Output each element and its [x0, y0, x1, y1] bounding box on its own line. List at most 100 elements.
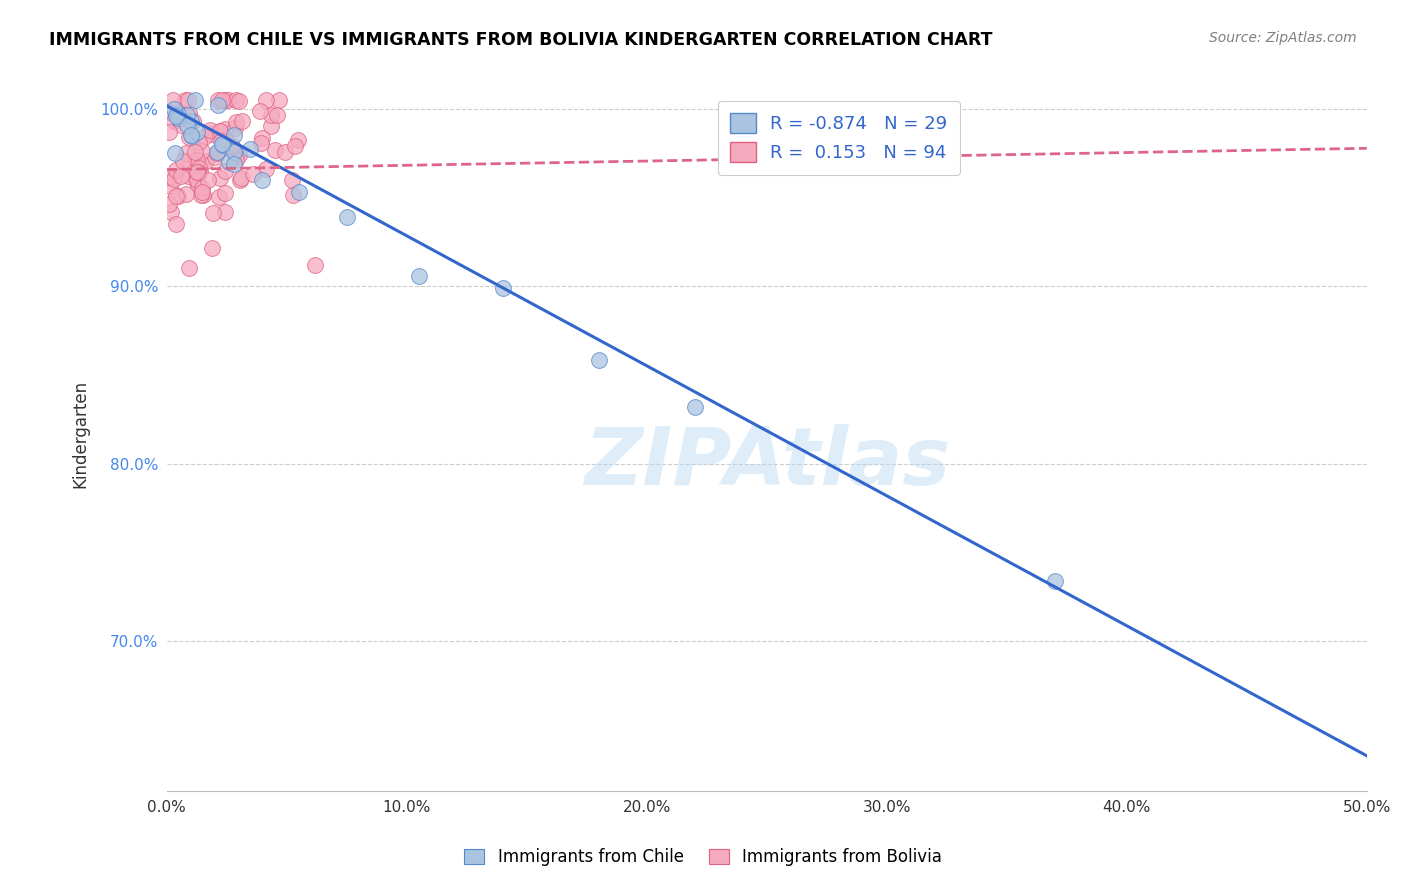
Point [225, 94, 247, 108]
Point [184, 94, 207, 108]
Point [228, 148, 250, 162]
Point [157, 169, 180, 184]
Point [281, 173, 304, 187]
Point [207, 98, 229, 112]
Point [260, 108, 283, 122]
Text: Source: ZipAtlas.com: Source: ZipAtlas.com [1209, 31, 1357, 45]
Point [267, 94, 290, 108]
Point [174, 146, 197, 161]
Point [336, 210, 359, 224]
Text: ZIPAtlas: ZIPAtlas [583, 424, 950, 502]
Point [683, 400, 706, 414]
Point [1043, 574, 1066, 588]
Point [165, 110, 187, 124]
Point [201, 241, 224, 255]
Point [166, 112, 188, 126]
Point [177, 169, 200, 183]
Point [263, 143, 285, 157]
Point [181, 128, 204, 143]
Point [287, 185, 309, 199]
Point [177, 158, 200, 172]
Point [157, 105, 180, 120]
Point [166, 106, 188, 120]
Point [187, 178, 209, 193]
Point [200, 127, 222, 141]
Point [225, 150, 247, 164]
Point [180, 128, 202, 143]
Point [214, 186, 236, 200]
Point [191, 188, 214, 202]
Point [211, 94, 233, 108]
Point [204, 150, 226, 164]
Point [231, 114, 253, 128]
Point [157, 125, 180, 139]
Point [254, 161, 277, 176]
Point [188, 135, 211, 149]
Point [188, 161, 211, 175]
Point [163, 172, 186, 186]
Point [228, 95, 250, 109]
Point [167, 188, 190, 202]
Point [273, 145, 295, 159]
Point [190, 188, 212, 202]
Point [176, 94, 198, 108]
Point [190, 185, 212, 199]
Y-axis label: Kindergarten: Kindergarten [72, 380, 89, 489]
Point [492, 281, 515, 295]
Point [186, 153, 208, 167]
Point [225, 153, 247, 167]
Point [170, 169, 193, 183]
Point [198, 123, 221, 137]
Legend: R = -0.874   N = 29, R =  0.153   N = 94: R = -0.874 N = 29, R = 0.153 N = 94 [717, 101, 960, 175]
Point [174, 94, 197, 108]
Point [165, 188, 187, 202]
Point [205, 146, 228, 161]
Point [225, 114, 247, 128]
Point [176, 108, 198, 122]
Point [205, 145, 228, 160]
Point [304, 258, 326, 272]
Legend: Immigrants from Chile, Immigrants from Bolivia: Immigrants from Chile, Immigrants from B… [457, 842, 949, 873]
Point [183, 145, 205, 159]
Point [207, 94, 229, 108]
Point [180, 114, 202, 128]
Point [181, 113, 204, 128]
Point [197, 172, 219, 186]
Point [242, 167, 264, 181]
Point [283, 187, 305, 202]
Point [162, 94, 184, 108]
Point [190, 145, 212, 159]
Point [187, 165, 209, 179]
Point [229, 171, 252, 186]
Point [222, 145, 245, 160]
Point [186, 125, 208, 139]
Point [186, 153, 208, 167]
Point [214, 164, 236, 178]
Point [252, 131, 274, 145]
Point [159, 204, 181, 219]
Point [165, 217, 187, 231]
Point [260, 120, 283, 134]
Point [165, 145, 187, 160]
Point [170, 119, 193, 133]
Point [224, 128, 246, 142]
Point [211, 136, 233, 151]
Point [250, 136, 273, 150]
Point [191, 154, 214, 169]
Point [224, 120, 246, 135]
Point [193, 130, 215, 145]
Point [208, 190, 231, 204]
Point [188, 164, 211, 178]
Point [174, 187, 197, 202]
Point [190, 180, 212, 194]
Point [217, 94, 239, 108]
Point [266, 108, 288, 122]
Point [186, 165, 208, 179]
Point [195, 153, 218, 168]
Point [408, 268, 430, 283]
Text: IMMIGRANTS FROM CHILE VS IMMIGRANTS FROM BOLIVIA KINDERGARTEN CORRELATION CHART: IMMIGRANTS FROM CHILE VS IMMIGRANTS FROM… [49, 31, 993, 49]
Point [249, 103, 271, 118]
Point [214, 94, 236, 108]
Point [177, 260, 200, 275]
Point [186, 173, 208, 187]
